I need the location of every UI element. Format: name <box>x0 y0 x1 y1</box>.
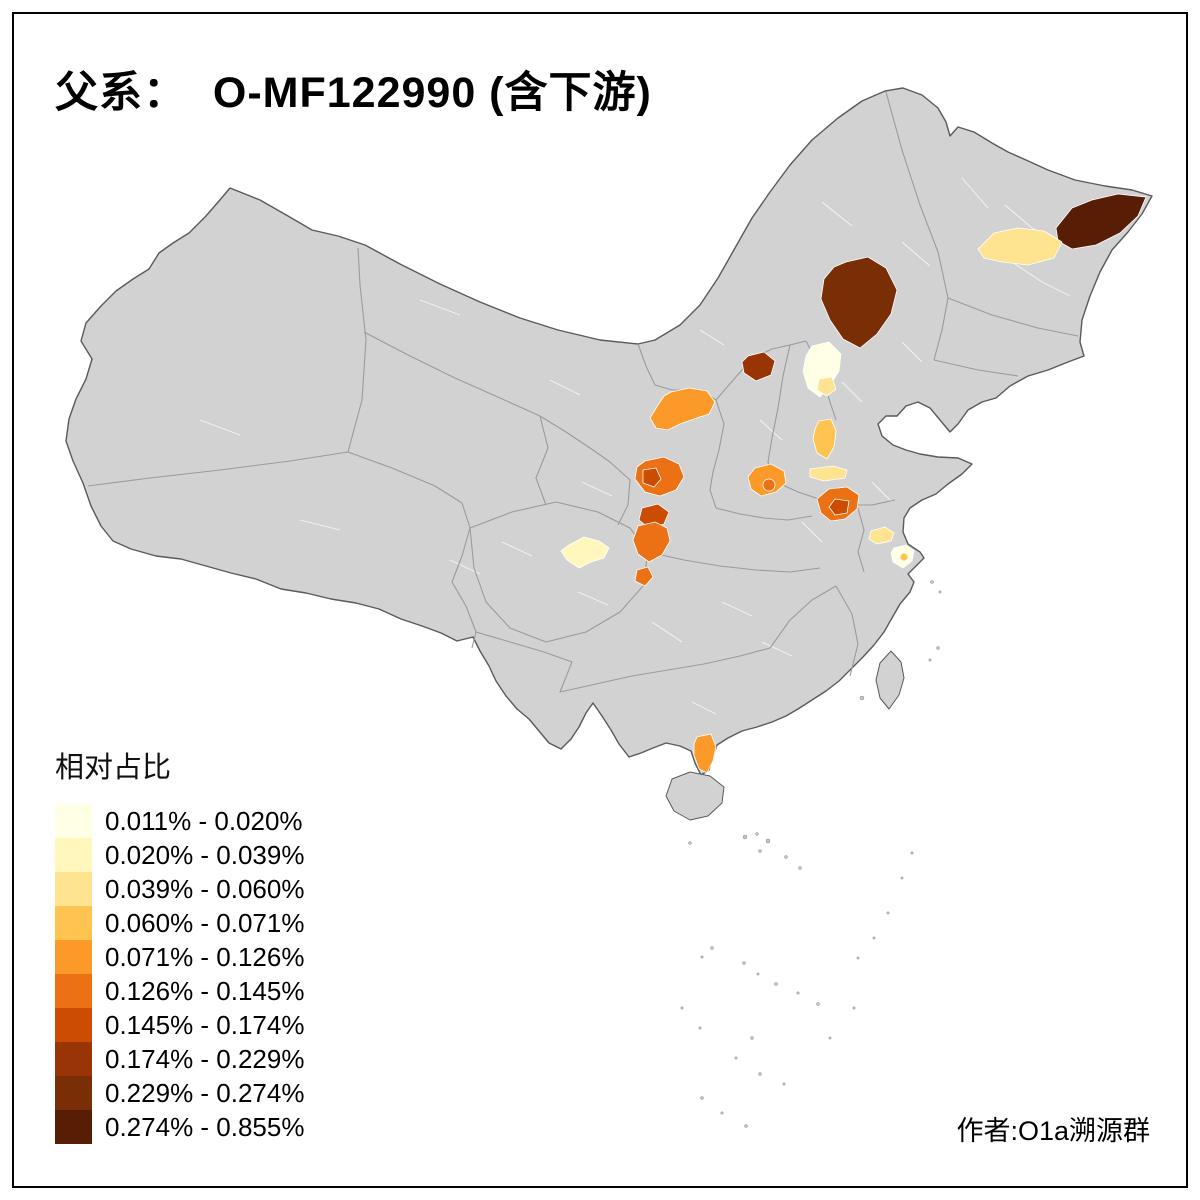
taiwan-island <box>875 650 905 710</box>
legend-title: 相对占比 <box>55 752 172 784</box>
china-mainland <box>65 87 1153 776</box>
legend-swatch <box>55 940 92 974</box>
legend-swatch <box>55 1110 92 1144</box>
legend-row: 0.020% - 0.039% <box>55 838 304 872</box>
map-region-south-shaanxi-dark <box>638 503 670 529</box>
legend-range-label: 0.274% - 0.855% <box>105 1111 305 1142</box>
legend-row: 0.145% - 0.174% <box>55 1008 304 1042</box>
legend-swatch <box>55 1008 92 1042</box>
legend-range-label: 0.020% - 0.039% <box>105 839 305 870</box>
legend-range-label: 0.126% - 0.145% <box>105 975 305 1006</box>
map-title: 父系： O-MF122990 (含下游) <box>55 69 652 117</box>
small-islands <box>680 580 942 1128</box>
map-region-west-shandong <box>812 418 837 460</box>
legend-swatch <box>55 974 92 1008</box>
legend-range-label: 0.145% - 0.174% <box>105 1009 305 1040</box>
islands <box>665 580 942 1128</box>
legend-range-label: 0.071% - 0.126% <box>105 941 305 972</box>
map-region-ne-chongqing <box>634 566 654 587</box>
legend-swatch <box>55 1042 92 1076</box>
map-region-south-shaanxi <box>632 521 671 563</box>
legend-swatch <box>55 804 92 838</box>
prefecture-borders <box>199 177 1071 715</box>
legend-row: 0.229% - 0.274% <box>55 1076 304 1110</box>
map-region-northeast-plain <box>977 227 1063 266</box>
legend-range-label: 0.011% - 0.020% <box>105 805 303 836</box>
map-region-southwest-shandong-strip <box>809 465 848 482</box>
legend-row: 0.011% - 0.020% <box>55 804 304 838</box>
legend-entries: 0.011% - 0.020% 0.020% - 0.039% 0.039% - 0… <box>55 804 304 1144</box>
legend-swatch <box>55 872 92 906</box>
map-region-beijing-south <box>816 376 837 397</box>
province-borders <box>87 91 1079 693</box>
map-region-northwest-hebei <box>741 351 776 382</box>
map-region-central-shaanxi-dark <box>642 467 662 488</box>
legend: 相对占比 0.011% - 0.020% 0.020% - 0.039% 0.039… <box>55 744 304 1144</box>
legend-row: 0.274% - 0.855% <box>55 1110 304 1144</box>
legend-row: 0.126% - 0.145% <box>55 974 304 1008</box>
map-region-central-henan-dark <box>762 478 776 492</box>
legend-row: 0.174% - 0.229% <box>55 1042 304 1076</box>
legend-range-label: 0.060% - 0.071% <box>105 907 305 938</box>
highlighted-regions <box>560 193 1147 774</box>
map-region-leizhou-peninsula <box>693 733 717 774</box>
map-region-southeast-inner-mongolia <box>820 256 898 349</box>
map-region-far-northeast <box>1055 193 1147 250</box>
legend-swatch <box>55 906 92 940</box>
legend-range-label: 0.229% - 0.274% <box>105 1077 305 1108</box>
legend-row: 0.060% - 0.071% <box>55 906 304 940</box>
legend-swatch <box>55 1076 92 1110</box>
legend-range-label: 0.039% - 0.060% <box>105 873 305 904</box>
legend-row: 0.071% - 0.126% <box>55 940 304 974</box>
map-region-central-jiangsu <box>868 526 895 545</box>
legend-swatch <box>55 838 92 872</box>
author-credit: 作者:O1a溯源群 <box>956 1116 1150 1146</box>
map-region-south-jiangsu-dot <box>899 552 909 562</box>
map-region-north-shaanxi <box>649 387 716 431</box>
map-region-south-shandong-dark <box>828 498 850 516</box>
legend-row: 0.039% - 0.060% <box>55 872 304 906</box>
legend-range-label: 0.174% - 0.229% <box>105 1043 305 1074</box>
map-region-chengdu-plain <box>560 536 610 569</box>
hainan-island <box>665 771 725 821</box>
